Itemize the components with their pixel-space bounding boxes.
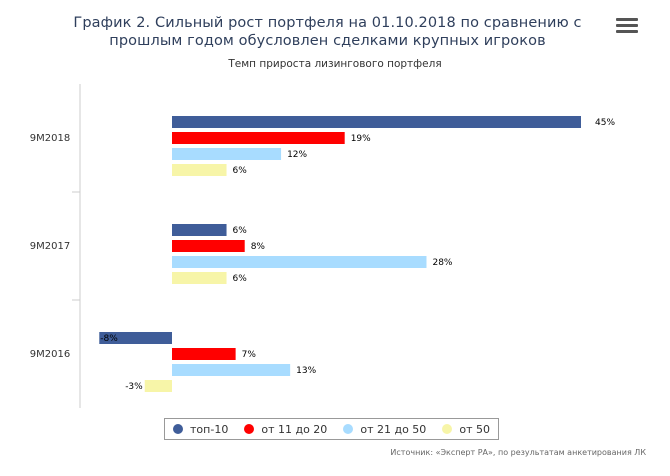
chart-credits: Источник: «Эксперт РА», по результатам а… (390, 448, 646, 457)
legend-marker (343, 424, 354, 434)
legend-marker (442, 424, 453, 434)
bar (99, 332, 172, 344)
data-label: 7% (242, 350, 257, 360)
chart-title: График 2. Сильный рост портфеля на 01.10… (73, 15, 582, 49)
data-label: 6% (233, 166, 248, 176)
data-label: 6% (233, 226, 248, 236)
legend-label: от 11 до 20 (261, 422, 328, 436)
data-label: -8% (100, 334, 118, 344)
bar (172, 364, 291, 376)
bar (172, 132, 345, 144)
legend-marker (173, 424, 184, 434)
bar (172, 164, 227, 176)
legend-item[interactable]: от 50 (442, 423, 490, 436)
legend-item[interactable]: от 11 до 20 (244, 423, 327, 436)
legend-marker (244, 424, 255, 434)
chart-legend: топ-10 от 11 до 20 от 21 до 50 от 50 (164, 418, 499, 440)
bar (172, 348, 236, 360)
legend-item[interactable]: от 21 до 50 (343, 423, 426, 436)
bar (172, 240, 245, 252)
bar (172, 272, 227, 284)
data-label: 12% (287, 150, 307, 160)
category-label: 9M2016 (30, 349, 70, 360)
category-label: 9M2018 (30, 133, 70, 144)
bar (144, 380, 172, 392)
data-label: 19% (351, 134, 371, 144)
data-label: 6% (233, 274, 248, 284)
hamburger-menu-icon[interactable] (616, 18, 638, 36)
data-label: -3% (125, 382, 143, 392)
bar (172, 256, 427, 268)
data-label: 8% (251, 242, 266, 252)
category-label: 9M2017 (30, 241, 70, 252)
bar (172, 148, 282, 160)
data-label: 13% (296, 366, 316, 376)
legend-item[interactable]: топ-10 (173, 423, 228, 436)
legend-label: от 50 (459, 422, 490, 436)
legend-label: топ-10 (190, 422, 229, 436)
chart-subtitle: Темп прироста лизингового портфеля (228, 58, 442, 70)
bar (172, 224, 227, 236)
data-label: 28% (432, 258, 452, 268)
legend-label: от 21 до 50 (360, 422, 427, 436)
bar (172, 116, 581, 128)
data-label: 45% (595, 118, 615, 128)
